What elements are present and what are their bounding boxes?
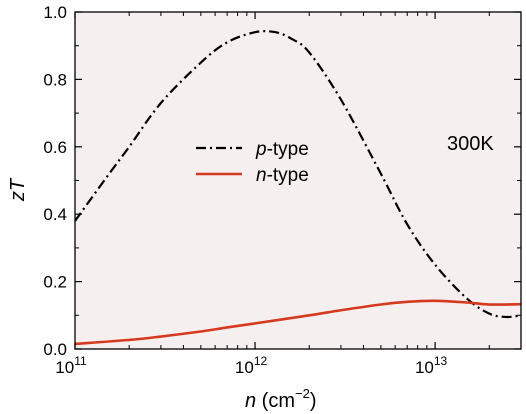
- y-tick-label: 0.2: [43, 273, 67, 292]
- legend-label-p-type: p-type: [255, 139, 309, 160]
- x-tick-label: 1011: [55, 354, 87, 377]
- x-axis-title: n (cm−2): [245, 386, 317, 412]
- series-layer: [74, 30, 522, 346]
- legend-label-n-type: n-type: [256, 165, 309, 186]
- x-tick-label: 1013: [415, 354, 448, 377]
- y-tick-label: 0.6: [43, 138, 67, 157]
- x-tick-label: 1012: [235, 354, 268, 377]
- series-line-p-type: [74, 30, 522, 319]
- y-tick-label: 1.0: [43, 3, 67, 22]
- y-tick-label: 0.4: [43, 205, 67, 224]
- y-axis-title: zT: [7, 177, 29, 202]
- y-tick-label: 0.0: [43, 340, 67, 359]
- temperature-annotation: 300K: [447, 133, 494, 155]
- legend: p-type n-type: [196, 139, 309, 186]
- y-tick-label: 0.8: [43, 70, 67, 89]
- axis-layer: 0.0 0.2 0.4 0.6 0.8 1.0 1011 1012 1013: [43, 3, 521, 377]
- series-line-n-type: [74, 299, 522, 346]
- plot-area: [75, 12, 521, 349]
